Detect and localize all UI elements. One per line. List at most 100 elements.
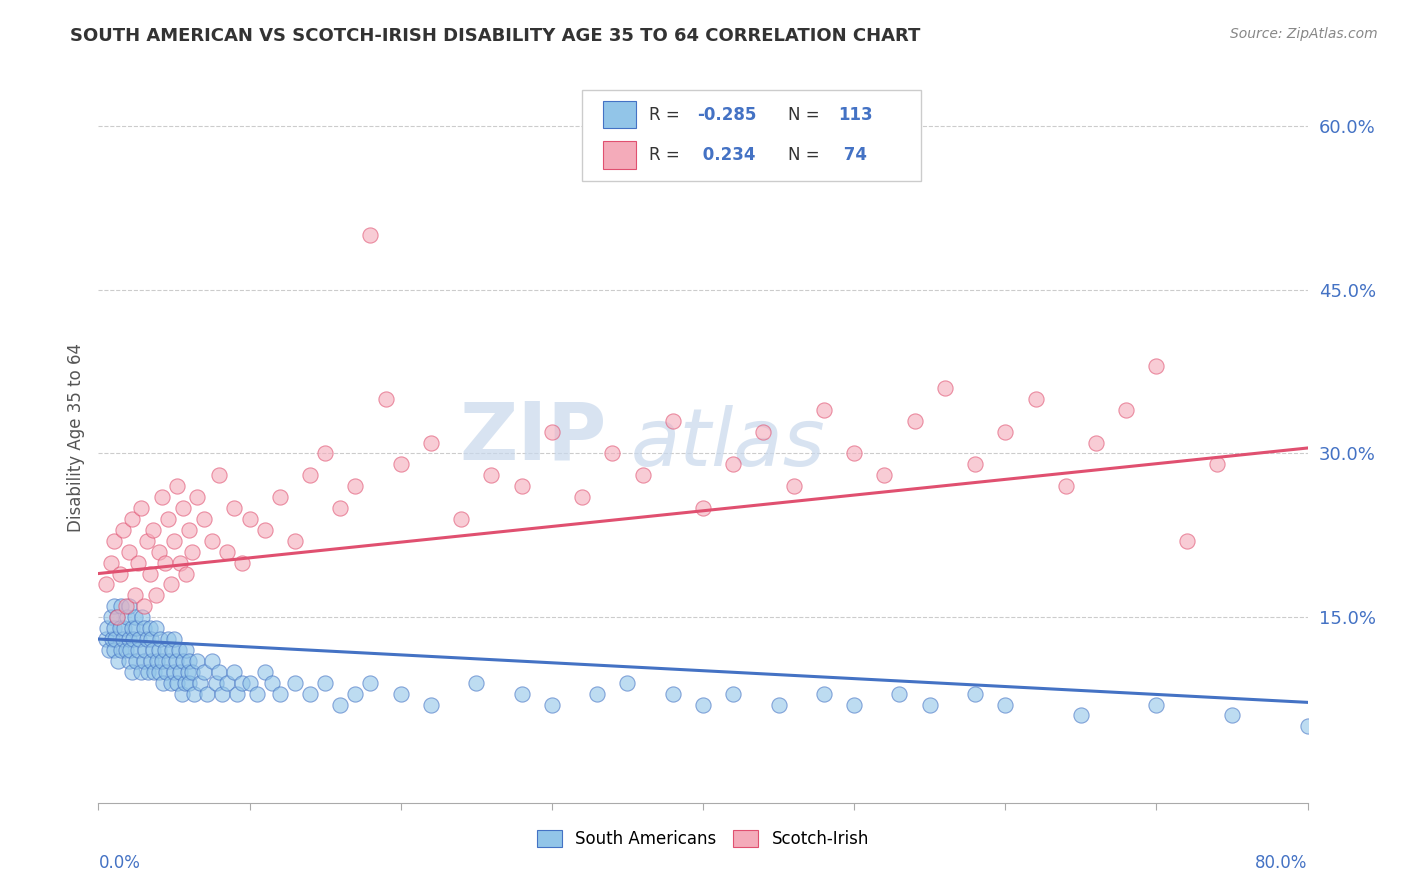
Point	[226, 687, 249, 701]
Point	[965, 458, 987, 472]
FancyBboxPatch shape	[603, 101, 637, 128]
Point	[692, 501, 714, 516]
Point	[374, 392, 396, 406]
Point	[110, 643, 132, 657]
Point	[783, 479, 806, 493]
Point	[104, 632, 127, 646]
Point	[314, 675, 336, 690]
Point	[239, 675, 262, 690]
Point	[172, 654, 194, 668]
Point	[284, 533, 307, 548]
Point	[269, 490, 291, 504]
Point	[215, 675, 238, 690]
Point	[344, 687, 367, 701]
Legend: South Americans, Scotch-Irish: South Americans, Scotch-Irish	[529, 822, 877, 856]
Point	[135, 533, 157, 548]
FancyBboxPatch shape	[603, 141, 637, 169]
Point	[389, 458, 412, 472]
Point	[208, 468, 231, 483]
Point	[98, 643, 121, 657]
Point	[284, 675, 307, 690]
Point	[183, 687, 205, 701]
Point	[120, 643, 142, 657]
Point	[752, 425, 775, 439]
Point	[602, 446, 624, 460]
Point	[156, 632, 179, 646]
Point	[134, 643, 156, 657]
Point	[205, 675, 228, 690]
Point	[128, 632, 150, 646]
Point	[510, 687, 533, 701]
Point	[181, 545, 204, 559]
Point	[186, 654, 208, 668]
Point	[153, 643, 176, 657]
Point	[121, 512, 143, 526]
Point	[329, 501, 352, 516]
Point	[246, 687, 269, 701]
Text: atlas: atlas	[630, 405, 825, 483]
Point	[111, 523, 134, 537]
Point	[145, 588, 167, 602]
Point	[299, 687, 322, 701]
Point	[1175, 533, 1198, 548]
Text: -0.285: -0.285	[697, 106, 756, 124]
Point	[179, 523, 201, 537]
Point	[118, 599, 141, 614]
Point	[211, 687, 233, 701]
Point	[994, 698, 1017, 712]
Point	[420, 435, 443, 450]
Point	[155, 665, 177, 679]
Point	[121, 621, 143, 635]
Point	[135, 632, 157, 646]
Point	[127, 643, 149, 657]
Point	[105, 610, 128, 624]
Point	[129, 665, 152, 679]
Point	[162, 643, 184, 657]
Point	[173, 675, 195, 690]
Point	[813, 402, 835, 417]
Point	[146, 654, 169, 668]
Point	[132, 621, 155, 635]
Point	[224, 665, 246, 679]
Point	[118, 632, 141, 646]
Point	[108, 566, 131, 581]
Point	[148, 665, 170, 679]
Text: SOUTH AMERICAN VS SCOTCH-IRISH DISABILITY AGE 35 TO 64 CORRELATION CHART: SOUTH AMERICAN VS SCOTCH-IRISH DISABILIT…	[70, 27, 921, 45]
Point	[253, 523, 276, 537]
Point	[152, 675, 174, 690]
Point	[124, 610, 146, 624]
Y-axis label: Disability Age 35 to 64: Disability Age 35 to 64	[66, 343, 84, 532]
Point	[170, 687, 193, 701]
Point	[174, 643, 197, 657]
Point	[224, 501, 246, 516]
Point	[844, 698, 866, 712]
Point	[813, 687, 835, 701]
Point	[121, 665, 143, 679]
Point	[314, 446, 336, 460]
Point	[179, 654, 201, 668]
Point	[1024, 392, 1046, 406]
Point	[167, 643, 190, 657]
Point	[329, 698, 352, 712]
Point	[631, 468, 654, 483]
Point	[201, 533, 224, 548]
Text: R =: R =	[648, 146, 685, 164]
Point	[125, 621, 148, 635]
Point	[193, 665, 215, 679]
Point	[166, 675, 188, 690]
Point	[904, 414, 927, 428]
Point	[262, 675, 284, 690]
Point	[153, 556, 176, 570]
Point	[201, 654, 224, 668]
Text: Source: ZipAtlas.com: Source: ZipAtlas.com	[1230, 27, 1378, 41]
Point	[132, 654, 155, 668]
Point	[169, 556, 191, 570]
Point	[150, 490, 173, 504]
Point	[143, 665, 166, 679]
Point	[768, 698, 790, 712]
Point	[96, 621, 118, 635]
Point	[94, 577, 117, 591]
Point	[1115, 402, 1137, 417]
Point	[101, 632, 124, 646]
Point	[1144, 359, 1167, 373]
